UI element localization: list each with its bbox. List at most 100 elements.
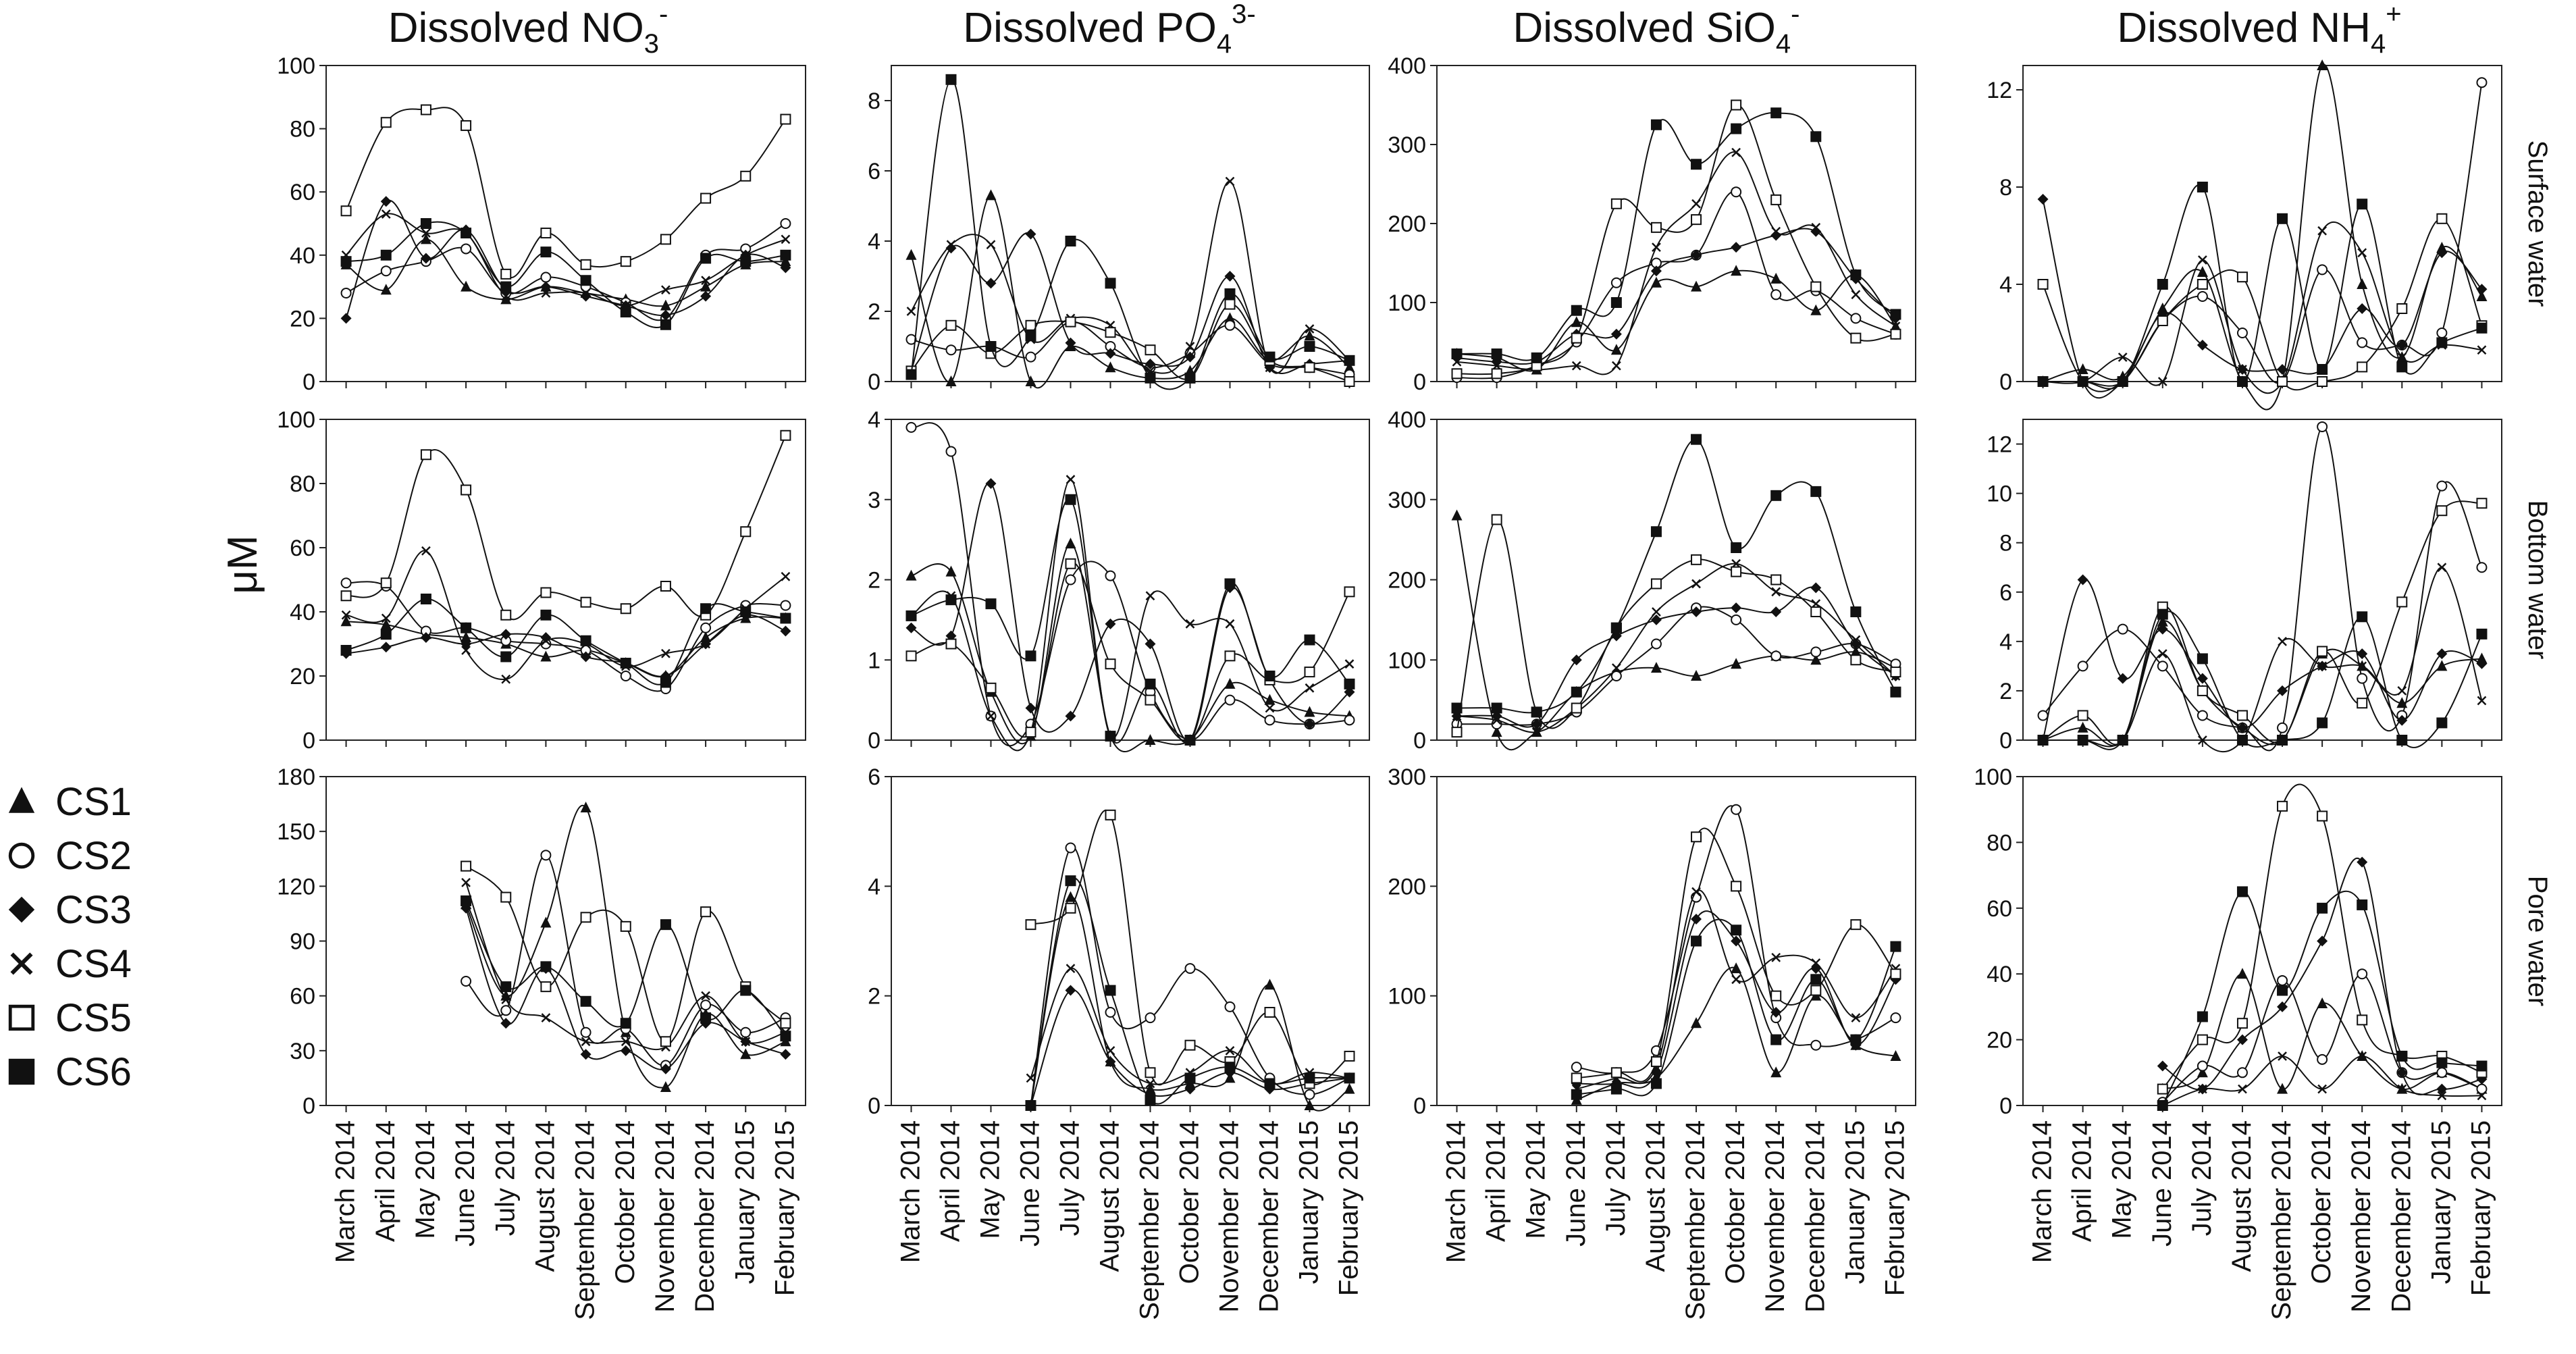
data-point: [1890, 1012, 1901, 1024]
data-point: [2037, 376, 2049, 387]
data-point: [1491, 348, 1502, 360]
data-point: [1305, 683, 1315, 693]
series-CS2: [340, 218, 791, 324]
data-point: [2157, 660, 2168, 672]
series-line: [910, 78, 1350, 390]
data-point: [701, 991, 710, 1001]
series-CS4: [1026, 964, 1355, 1089]
data-point: [1066, 964, 1076, 973]
data-point: [2397, 686, 2407, 696]
data-point: [700, 253, 712, 264]
y-tick-label: 2: [1999, 679, 2012, 704]
data-point: [2317, 935, 2328, 947]
x-tick-label: December 2014: [2386, 1120, 2416, 1313]
data-point: [2357, 278, 2368, 289]
legend-item-CS3: CS3: [8, 888, 132, 932]
data-point: [1571, 702, 1582, 714]
data-point: [540, 850, 552, 861]
series-CS5: [905, 298, 1355, 387]
data-point: [380, 629, 392, 640]
data-point: [461, 878, 471, 887]
series-CS6: [1025, 875, 1355, 1111]
series-CS2: [1451, 186, 1901, 384]
data-point: [1304, 362, 1315, 373]
data-point: [500, 981, 512, 993]
data-point: [1105, 361, 1116, 373]
data-point: [780, 255, 791, 267]
data-point: [1105, 570, 1116, 581]
data-point: [540, 650, 552, 662]
data-point: [1304, 330, 1315, 341]
plot-frame: [891, 65, 1370, 382]
data-point: [2357, 856, 2368, 868]
data-point: [2396, 361, 2408, 373]
data-point: [461, 631, 472, 642]
data-point: [1851, 1013, 1861, 1023]
data-point: [1224, 1001, 1236, 1012]
x-tick-label: August 2014: [1641, 1120, 1671, 1272]
data-point: [780, 218, 791, 229]
data-point: [1224, 694, 1236, 706]
y-tick-label: 40: [1987, 962, 2012, 987]
column-titles: Dissolved NO3- Dissolved PO43- Dissolved S…: [388, 0, 2402, 59]
data-point: [1105, 327, 1116, 338]
data-point: [1771, 952, 1781, 962]
data-point: [420, 233, 431, 244]
data-point: [540, 609, 552, 621]
data-point: [1810, 281, 1822, 292]
data-point: [580, 801, 592, 812]
data-point: [2117, 376, 2128, 387]
series-line: [1576, 827, 1897, 1083]
data-point: [1344, 355, 1355, 366]
data-point: [1691, 935, 1702, 947]
data-point: [1650, 119, 1662, 130]
data-point: [660, 319, 671, 330]
data-point: [2236, 886, 2248, 897]
series-CS4: [2038, 563, 2487, 753]
data-point: [2317, 364, 2328, 375]
y-tick-label: 0: [1999, 1093, 2012, 1119]
data-point: [740, 985, 752, 996]
data-point: [2357, 248, 2367, 258]
data-point: [905, 369, 917, 380]
data-point: [985, 341, 997, 352]
data-point: [660, 919, 671, 931]
data-point: [986, 240, 996, 250]
x-tick-label: October 2014: [2307, 1120, 2336, 1284]
data-point: [945, 74, 957, 85]
y-tick-label: 4: [868, 229, 880, 255]
x-tick-label: January 2015: [1294, 1120, 1324, 1284]
data-point: [2437, 563, 2447, 573]
column-title-text: Dissolved NH: [2117, 5, 2371, 51]
data-point: [2197, 266, 2208, 277]
series-line: [2042, 425, 2483, 752]
data-point: [1770, 194, 1782, 205]
legend-marker: [8, 842, 35, 869]
series-line: [2043, 610, 2483, 750]
data-point: [1264, 1007, 1276, 1018]
x-tick-label: January 2015: [1840, 1120, 1870, 1284]
series-CS6: [2157, 886, 2488, 1111]
data-point: [620, 920, 631, 932]
data-point: [461, 280, 472, 292]
data-point: [1491, 514, 1502, 525]
data-point: [660, 309, 671, 321]
data-point: [1264, 979, 1276, 990]
y-tick-label: 300: [1388, 132, 1426, 158]
x-tick-label: October 2014: [1720, 1120, 1750, 1284]
data-point: [2197, 1060, 2208, 1072]
series-line: [910, 303, 1350, 382]
y-tick-label: 4: [868, 407, 880, 433]
data-point: [1890, 328, 1901, 340]
x-tick-label: July 2014: [1601, 1120, 1631, 1236]
data-point: [1025, 727, 1036, 738]
series-line: [346, 435, 787, 621]
data-point: [1770, 606, 1782, 617]
data-point: [2317, 421, 2328, 432]
y-tick-label: 6: [1999, 580, 2012, 606]
data-point: [1610, 622, 1622, 633]
data-point: [461, 860, 472, 872]
y-tick-label: 100: [1388, 648, 1426, 673]
y-tick-label: 2: [868, 984, 880, 1010]
data-point: [2317, 997, 2328, 1009]
